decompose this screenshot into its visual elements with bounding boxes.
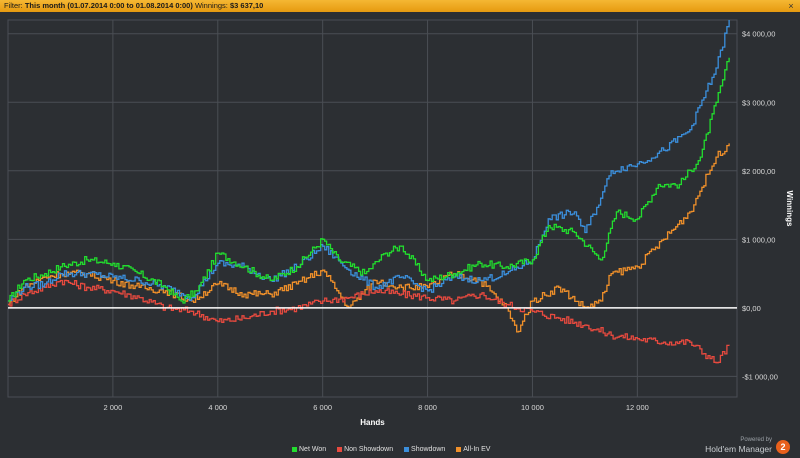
- series-line-non-showdown: [8, 279, 730, 364]
- x-tick-label: 2 000: [104, 403, 123, 412]
- legend-item-showdown[interactable]: Showdown: [404, 446, 445, 453]
- y-axis-label: Winnings: [785, 191, 794, 227]
- y-tick-label: $1 000,00: [742, 235, 775, 244]
- legend-label-non-showdown: Non Showdown: [344, 446, 394, 453]
- y-tick-label: $0,00: [742, 304, 761, 313]
- series-line-showdown: [8, 20, 730, 302]
- powered-by-text: Powered by: [740, 437, 772, 443]
- x-tick-label: 12 000: [626, 403, 649, 412]
- legend-label-all-in-ev: All-In EV: [463, 446, 491, 453]
- legend-swatch: [456, 446, 462, 452]
- x-tick-label: 8 000: [418, 403, 437, 412]
- winnings-chart: 2 000 4 000 6 000 8 000 10 000 12 000 -$1 000,…: [7, 19, 794, 427]
- x-tick-label: 4 000: [208, 403, 227, 412]
- legend-swatch: [404, 446, 410, 452]
- legend-swatch: [292, 446, 297, 452]
- y-tick-label: -$1 000,00: [742, 372, 778, 381]
- branding: Powered by Hold'em Manager 2: [700, 437, 790, 457]
- filter-value: This month (01.07.2014 0:00 to 01.08.201…: [24, 1, 193, 10]
- legend-item-net-won[interactable]: Net Won: [292, 446, 326, 453]
- hm2-logo-icon: 2: [776, 440, 790, 454]
- winnings-value: $3 637,10: [229, 1, 264, 10]
- filter-bar: Filter: This month (01.07.2014 0:00 to 0…: [0, 0, 800, 12]
- chart-legend: Net Won Non Showdown Showdown All-In EV: [292, 446, 499, 456]
- series-line-net-won: [8, 57, 730, 304]
- y-tick-label: $2 000,00: [742, 167, 775, 176]
- product-name: Hold'em Manager: [705, 444, 772, 454]
- x-axis-label: Hands: [360, 418, 385, 427]
- legend-label-showdown: Showdown: [411, 446, 446, 453]
- winnings-label: Winnings:: [194, 1, 228, 10]
- legend-label-net-won: Net Won: [299, 446, 327, 453]
- y-tick-label: $4 000,00: [742, 30, 775, 39]
- y-tick-label: $3 000,00: [742, 98, 775, 107]
- filter-text: Filter: This month (01.07.2014 0:00 to 0…: [4, 0, 263, 12]
- x-tick-label: 10 000: [521, 403, 544, 412]
- plot-area: [7, 19, 738, 398]
- x-tick-label: 6 000: [313, 403, 332, 412]
- legend-swatch: [337, 446, 343, 452]
- legend-item-non-showdown[interactable]: Non Showdown: [337, 446, 393, 453]
- legend-item-all-in-ev[interactable]: All-In EV: [456, 446, 490, 453]
- filter-label: Filter:: [4, 1, 23, 10]
- close-icon[interactable]: ×: [788, 1, 794, 11]
